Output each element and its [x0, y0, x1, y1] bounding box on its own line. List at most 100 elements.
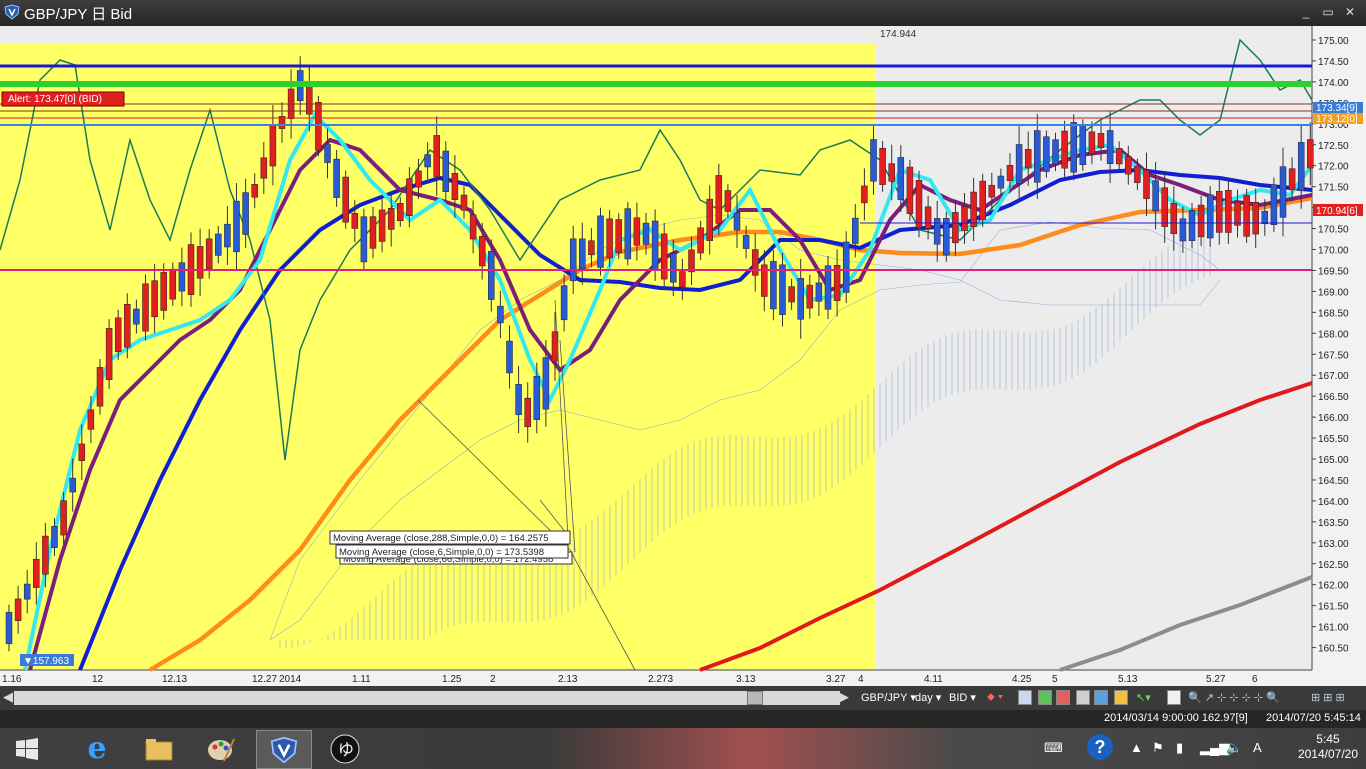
- scroll-left-icon[interactable]: ◀: [3, 689, 13, 704]
- window-titlebar[interactable]: GBP/JPY 日 Bid _ ▭ ✕: [0, 0, 1366, 26]
- speaker-icon[interactable]: 🔈: [1226, 740, 1243, 755]
- candle: [624, 208, 632, 260]
- candle: [406, 178, 413, 216]
- candle: [879, 147, 886, 185]
- candle: [979, 180, 986, 220]
- candle: [770, 261, 777, 310]
- candle: [397, 203, 404, 222]
- scroll-track[interactable]: [14, 691, 840, 705]
- candle: [1097, 133, 1105, 148]
- symbol-select[interactable]: GBP/JPY ▾: [861, 692, 916, 704]
- flag-icon[interactable]: ⚑: [1152, 740, 1164, 755]
- chart-bar-icon[interactable]: [1018, 690, 1032, 705]
- channel-line: [0, 38, 1313, 461]
- cursor-icon[interactable]: ↖▾: [1136, 692, 1151, 704]
- candle: [943, 218, 950, 256]
- candle: [642, 222, 650, 245]
- candle: [761, 264, 768, 297]
- candle: [42, 535, 49, 575]
- date-tick-label: 12: [92, 674, 104, 685]
- candle: [870, 139, 877, 182]
- candle: [78, 443, 86, 461]
- candle: [897, 157, 905, 200]
- trading-app[interactable]: [256, 730, 312, 769]
- candle: [33, 558, 40, 588]
- tooltip-ma-66: Moving Average (close,66,Simple,0,0) = 1…: [343, 554, 553, 565]
- price-tick-label: 162.50: [1318, 560, 1349, 571]
- alert-box[interactable]: [1, 91, 125, 107]
- chart-area[interactable]: 175.00174.50174.00173.50173.00172.50172.…: [0, 26, 1366, 686]
- candle: [478, 236, 486, 267]
- ie-app[interactable]: e: [70, 730, 124, 767]
- candle-icon[interactable]: [1038, 690, 1052, 705]
- app-circle[interactable]: ゆ: [318, 730, 372, 767]
- clock[interactable]: 5:45 2014/07/20: [1298, 732, 1358, 762]
- candle: [424, 154, 431, 168]
- tray-expand-icon[interactable]: ▲: [1130, 740, 1143, 755]
- keyboard-icon[interactable]: ⌨: [1044, 740, 1063, 755]
- candle: [833, 264, 841, 301]
- price-tick-label: 166.00: [1318, 413, 1349, 424]
- paint-app[interactable]: [194, 730, 248, 767]
- signal-icon[interactable]: ▂▄▆: [1200, 740, 1230, 755]
- zoom-icon[interactable]: 🔍 ↗ ⊹ ⊹ ⊹ ⊹ 🔍: [1188, 692, 1280, 704]
- alert-label: Alert: 173.47[0] (BID): [8, 94, 102, 105]
- window-icon[interactable]: [1094, 690, 1108, 705]
- candle: [1188, 210, 1196, 241]
- help-icon[interactable]: ?: [1087, 734, 1113, 760]
- grid-icon[interactable]: [1076, 690, 1090, 705]
- explorer-app[interactable]: [132, 730, 186, 767]
- price-type-icon[interactable]: ⬥ ▾: [987, 691, 1004, 703]
- candle: [1234, 201, 1241, 226]
- price-chart[interactable]: 175.00174.50174.00173.50173.00172.50172.…: [0, 26, 1366, 686]
- taskbar[interactable]: e ゆ ⌨ ? ▲ ⚑ ▮ ▂▄▆ 🔈 A 5:45 2014/07/20: [0, 728, 1366, 769]
- date-tick-label: 2.13: [558, 674, 578, 685]
- candle: [333, 158, 340, 198]
- price-tick-label: 172.50: [1318, 141, 1349, 152]
- price-tick-label: 161.50: [1318, 602, 1349, 613]
- candle: [315, 102, 322, 151]
- scroll-thumb[interactable]: [747, 691, 763, 705]
- candle: [1161, 187, 1168, 227]
- candle: [1034, 130, 1041, 183]
- period-select[interactable]: day ▾: [915, 692, 942, 704]
- candle: [87, 409, 95, 430]
- candle: [387, 207, 395, 230]
- line-chart-icon[interactable]: [1056, 690, 1070, 705]
- candle: [651, 220, 659, 270]
- candle: [824, 265, 832, 310]
- candle: [988, 184, 996, 198]
- chart-scrollbar[interactable]: ◀ ▶: [0, 686, 855, 710]
- battery-icon[interactable]: ▮: [1176, 740, 1184, 755]
- ime-indicator[interactable]: A: [1253, 740, 1262, 755]
- price-tick-label: 163.50: [1318, 518, 1349, 529]
- chart-toolbar[interactable]: GBP/JPY ▾ day ▾ BID ▾ ⬥ ▾ ↖▾ 🔍 ↗ ⊹ ⊹ ⊹ ⊹…: [855, 686, 1366, 710]
- date-tick-label: 5: [1052, 674, 1058, 685]
- candle: [433, 135, 440, 178]
- candle: [588, 240, 595, 256]
- date-tick-label: 4.25: [1012, 674, 1032, 685]
- minimize-button[interactable]: _: [1302, 5, 1310, 19]
- side-select[interactable]: BID ▾: [949, 692, 976, 704]
- candle: [1170, 202, 1178, 235]
- candle: [23, 583, 31, 600]
- candle: [1052, 139, 1059, 165]
- candle: [1197, 204, 1205, 238]
- candle: [506, 340, 513, 374]
- price-tick-label: 173.00: [1318, 120, 1349, 131]
- candle: [306, 83, 313, 115]
- template-icon[interactable]: [1114, 690, 1128, 705]
- scroll-right-icon[interactable]: ▶: [839, 689, 849, 704]
- calendar-icon[interactable]: [1167, 690, 1181, 705]
- price-tick-label: 172.00: [1318, 162, 1349, 173]
- close-button[interactable]: ✕: [1344, 5, 1356, 19]
- scale-icons[interactable]: ⊞ ⊞ ⊞: [1311, 692, 1345, 704]
- date-tick-label: 4.11: [924, 674, 943, 685]
- candle: [497, 305, 504, 324]
- start-button[interactable]: [0, 730, 54, 767]
- candle: [114, 317, 122, 352]
- candle: [1015, 144, 1023, 184]
- restore-button[interactable]: ▭: [1322, 5, 1334, 19]
- candle: [633, 217, 641, 246]
- candle: [1152, 180, 1159, 212]
